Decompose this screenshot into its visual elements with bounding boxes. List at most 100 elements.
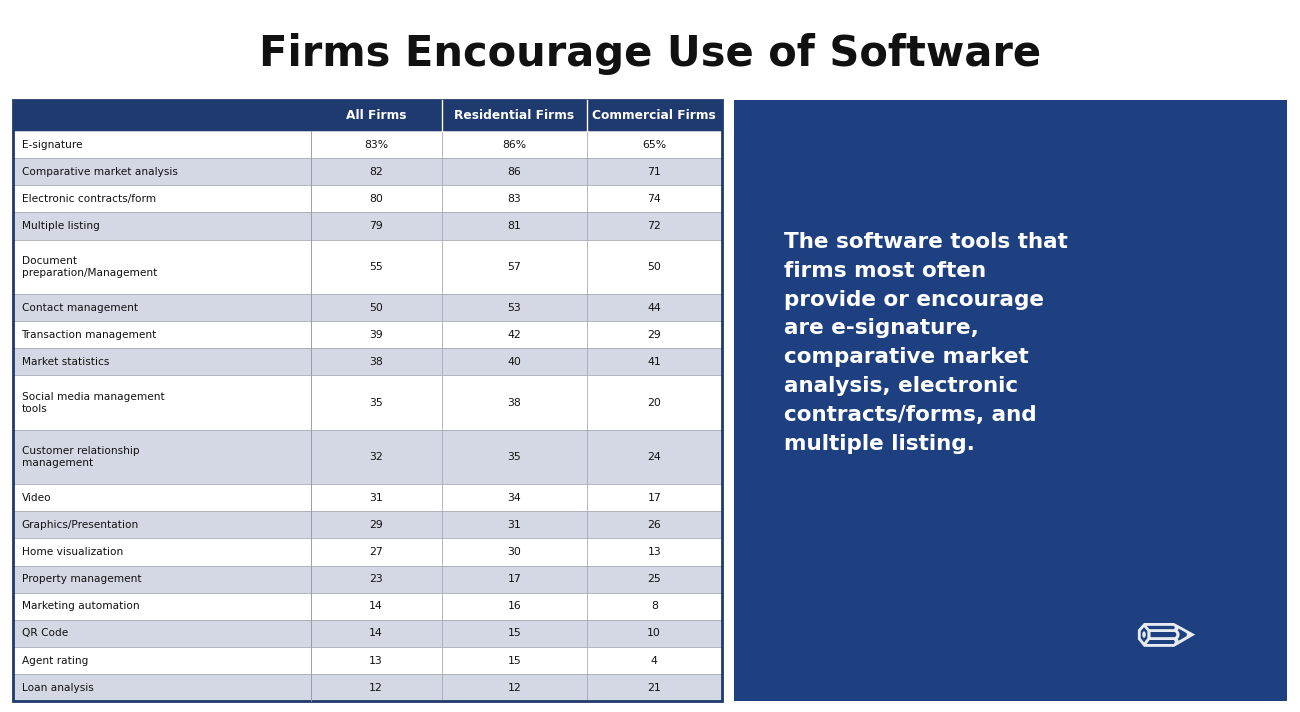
Bar (311, 565, 442, 592)
Bar (586, 592, 722, 620)
Text: Transaction management: Transaction management (22, 330, 157, 340)
Bar (13, 375, 311, 430)
Text: Electronic contracts/form: Electronic contracts/form (22, 194, 156, 204)
Text: 14: 14 (369, 629, 384, 639)
Text: 57: 57 (507, 262, 521, 272)
Text: 86: 86 (507, 167, 521, 177)
Text: 26: 26 (647, 520, 662, 530)
Text: 17: 17 (647, 493, 662, 503)
Bar (586, 620, 722, 647)
Bar (442, 375, 586, 430)
Text: 16: 16 (507, 601, 521, 612)
Text: 72: 72 (647, 221, 662, 231)
Text: Graphics/Presentation: Graphics/Presentation (22, 520, 139, 530)
Text: 44: 44 (647, 303, 662, 313)
Bar (311, 294, 442, 321)
Text: Market statistics: Market statistics (22, 357, 109, 367)
Text: Marketing automation: Marketing automation (22, 601, 139, 612)
Text: 39: 39 (369, 330, 384, 340)
Text: 35: 35 (369, 397, 384, 407)
Bar (311, 511, 442, 538)
Bar (13, 430, 311, 484)
Bar (586, 212, 722, 240)
Bar (442, 620, 586, 647)
Bar (311, 131, 442, 158)
Bar (586, 321, 722, 348)
Text: The software tools that
firms most often
provide or encourage
are e-signature,
c: The software tools that firms most often… (784, 232, 1069, 454)
Bar (586, 185, 722, 212)
Bar (13, 185, 311, 212)
Bar (586, 430, 722, 484)
Text: 30: 30 (507, 547, 521, 557)
Text: 12: 12 (507, 683, 521, 693)
Text: E-signature: E-signature (22, 140, 82, 150)
Text: 25: 25 (647, 574, 662, 584)
Bar (13, 674, 311, 701)
Text: 29: 29 (647, 330, 662, 340)
Text: Residential Firms: Residential Firms (454, 109, 575, 122)
Text: 53: 53 (507, 303, 521, 313)
Text: 13: 13 (647, 547, 662, 557)
Text: 83%: 83% (364, 140, 389, 150)
Text: Contact management: Contact management (22, 303, 138, 313)
Text: 10: 10 (647, 629, 662, 639)
Bar (311, 212, 442, 240)
Bar (442, 321, 586, 348)
Text: Video: Video (22, 493, 51, 503)
Text: Loan analysis: Loan analysis (22, 683, 94, 693)
Text: 14: 14 (369, 601, 384, 612)
Bar (442, 158, 586, 185)
Text: QR Code: QR Code (22, 629, 68, 639)
Text: 15: 15 (507, 656, 521, 666)
Bar (13, 100, 722, 131)
Bar (586, 294, 722, 321)
Text: 86%: 86% (502, 140, 526, 150)
Bar (13, 538, 311, 565)
Text: 55: 55 (369, 262, 384, 272)
Text: Document
preparation/Management: Document preparation/Management (22, 256, 157, 278)
Text: 83: 83 (507, 194, 521, 204)
Text: 17: 17 (507, 574, 521, 584)
Bar (586, 375, 722, 430)
Bar (13, 565, 311, 592)
Text: Firms Encourage Use of Software: Firms Encourage Use of Software (259, 33, 1041, 75)
Text: Agent rating: Agent rating (22, 656, 88, 666)
Bar (586, 158, 722, 185)
Bar (311, 185, 442, 212)
Text: All Firms: All Firms (346, 109, 407, 122)
Bar (311, 620, 442, 647)
Bar (311, 158, 442, 185)
Text: 13: 13 (369, 656, 384, 666)
Text: 40: 40 (507, 357, 521, 367)
Text: Commercial Firms: Commercial Firms (593, 109, 716, 122)
Bar (311, 240, 442, 294)
Text: 32: 32 (369, 452, 384, 462)
Text: 50: 50 (369, 303, 384, 313)
Bar (442, 674, 586, 701)
Bar (442, 294, 586, 321)
Bar (442, 511, 586, 538)
Bar (442, 484, 586, 511)
Bar (13, 321, 311, 348)
Text: 34: 34 (507, 493, 521, 503)
Text: 31: 31 (369, 493, 384, 503)
Bar (311, 674, 442, 701)
Text: 12: 12 (369, 683, 384, 693)
Text: 4: 4 (651, 656, 658, 666)
Bar (586, 511, 722, 538)
Text: Multiple listing: Multiple listing (22, 221, 99, 231)
Bar (442, 592, 586, 620)
Text: Social media management
tools: Social media management tools (22, 392, 164, 414)
Bar (586, 647, 722, 674)
Bar (442, 538, 586, 565)
Bar (311, 538, 442, 565)
Bar (13, 131, 311, 158)
Bar (13, 294, 311, 321)
Bar (586, 565, 722, 592)
Text: 81: 81 (507, 221, 521, 231)
Text: 21: 21 (647, 683, 662, 693)
Bar (13, 647, 311, 674)
Text: 74: 74 (647, 194, 662, 204)
Text: ✏: ✏ (1135, 607, 1196, 676)
Bar (442, 348, 586, 375)
